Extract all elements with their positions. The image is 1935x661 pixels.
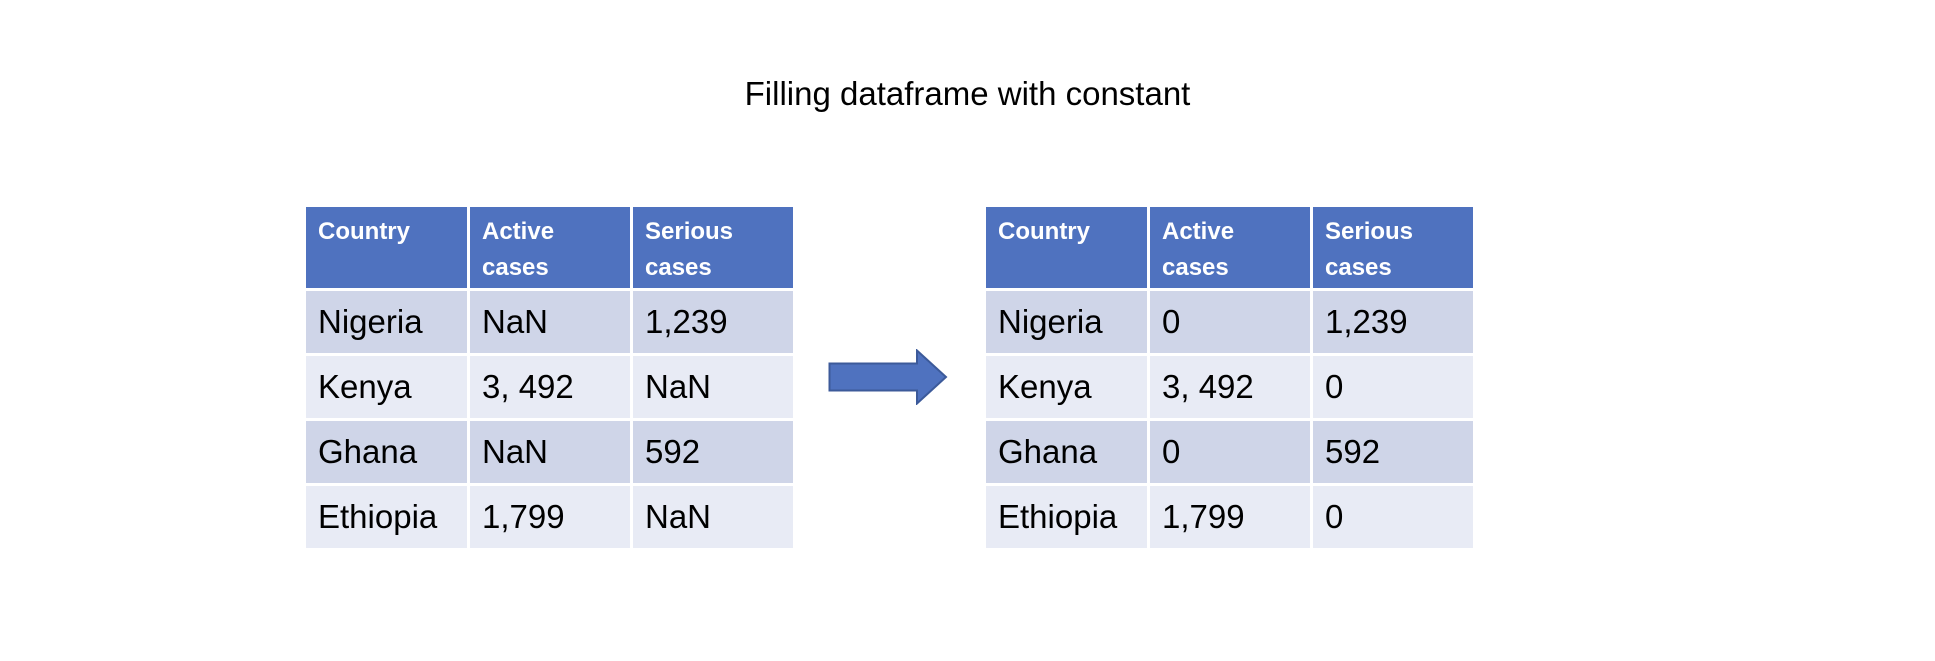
cell-country: Ghana: [303, 418, 470, 486]
header-active-cases: Active cases: [1147, 204, 1313, 291]
cell-serious-cases: 0: [1310, 483, 1476, 551]
diagram-title: Filling dataframe with constant: [744, 75, 1191, 112]
table-row: Ghana 0 592: [983, 418, 1476, 486]
cell-country: Ethiopia: [983, 483, 1150, 551]
header-active-cases: Active cases: [467, 204, 633, 291]
header-row: Country Active cases Serious cases: [303, 204, 796, 291]
cell-active-cases: 3, 492: [1147, 353, 1313, 421]
table-row: Nigeria 0 1,239: [983, 288, 1476, 356]
cell-serious-cases: NaN: [630, 483, 796, 551]
cell-active-cases: 0: [1147, 418, 1313, 486]
cell-active-cases: NaN: [467, 418, 633, 486]
table-row: Kenya 3, 492 NaN: [303, 353, 796, 421]
table-row: Ethiopia 1,799 0: [983, 483, 1476, 551]
cell-active-cases: 0: [1147, 288, 1313, 356]
header-serious-cases: Serious cases: [1310, 204, 1476, 291]
table-after: Country Active cases Serious cases Niger…: [983, 204, 1476, 551]
cell-country: Kenya: [983, 353, 1150, 421]
cell-serious-cases: 1,239: [630, 288, 796, 356]
cell-serious-cases: 592: [630, 418, 796, 486]
cell-active-cases: 3, 492: [467, 353, 633, 421]
cell-serious-cases: 592: [1310, 418, 1476, 486]
cell-country: Nigeria: [303, 288, 470, 356]
cell-serious-cases: 1,239: [1310, 288, 1476, 356]
table-row: Nigeria NaN 1,239: [303, 288, 796, 356]
right-arrow-icon: [828, 349, 948, 405]
cell-country: Kenya: [303, 353, 470, 421]
cell-country: Nigeria: [983, 288, 1150, 356]
cell-country: Ghana: [983, 418, 1150, 486]
header-row: Country Active cases Serious cases: [983, 204, 1476, 291]
cell-country: Ethiopia: [303, 483, 470, 551]
table-before: Country Active cases Serious cases Niger…: [303, 204, 796, 551]
cell-active-cases: 1,799: [1147, 483, 1313, 551]
cell-active-cases: NaN: [467, 288, 633, 356]
table-row: Ghana NaN 592: [303, 418, 796, 486]
cell-serious-cases: NaN: [630, 353, 796, 421]
header-country: Country: [983, 204, 1150, 291]
cell-active-cases: 1,799: [467, 483, 633, 551]
cell-serious-cases: 0: [1310, 353, 1476, 421]
header-country: Country: [303, 204, 470, 291]
table-row: Kenya 3, 492 0: [983, 353, 1476, 421]
header-serious-cases: Serious cases: [630, 204, 796, 291]
table-row: Ethiopia 1,799 NaN: [303, 483, 796, 551]
